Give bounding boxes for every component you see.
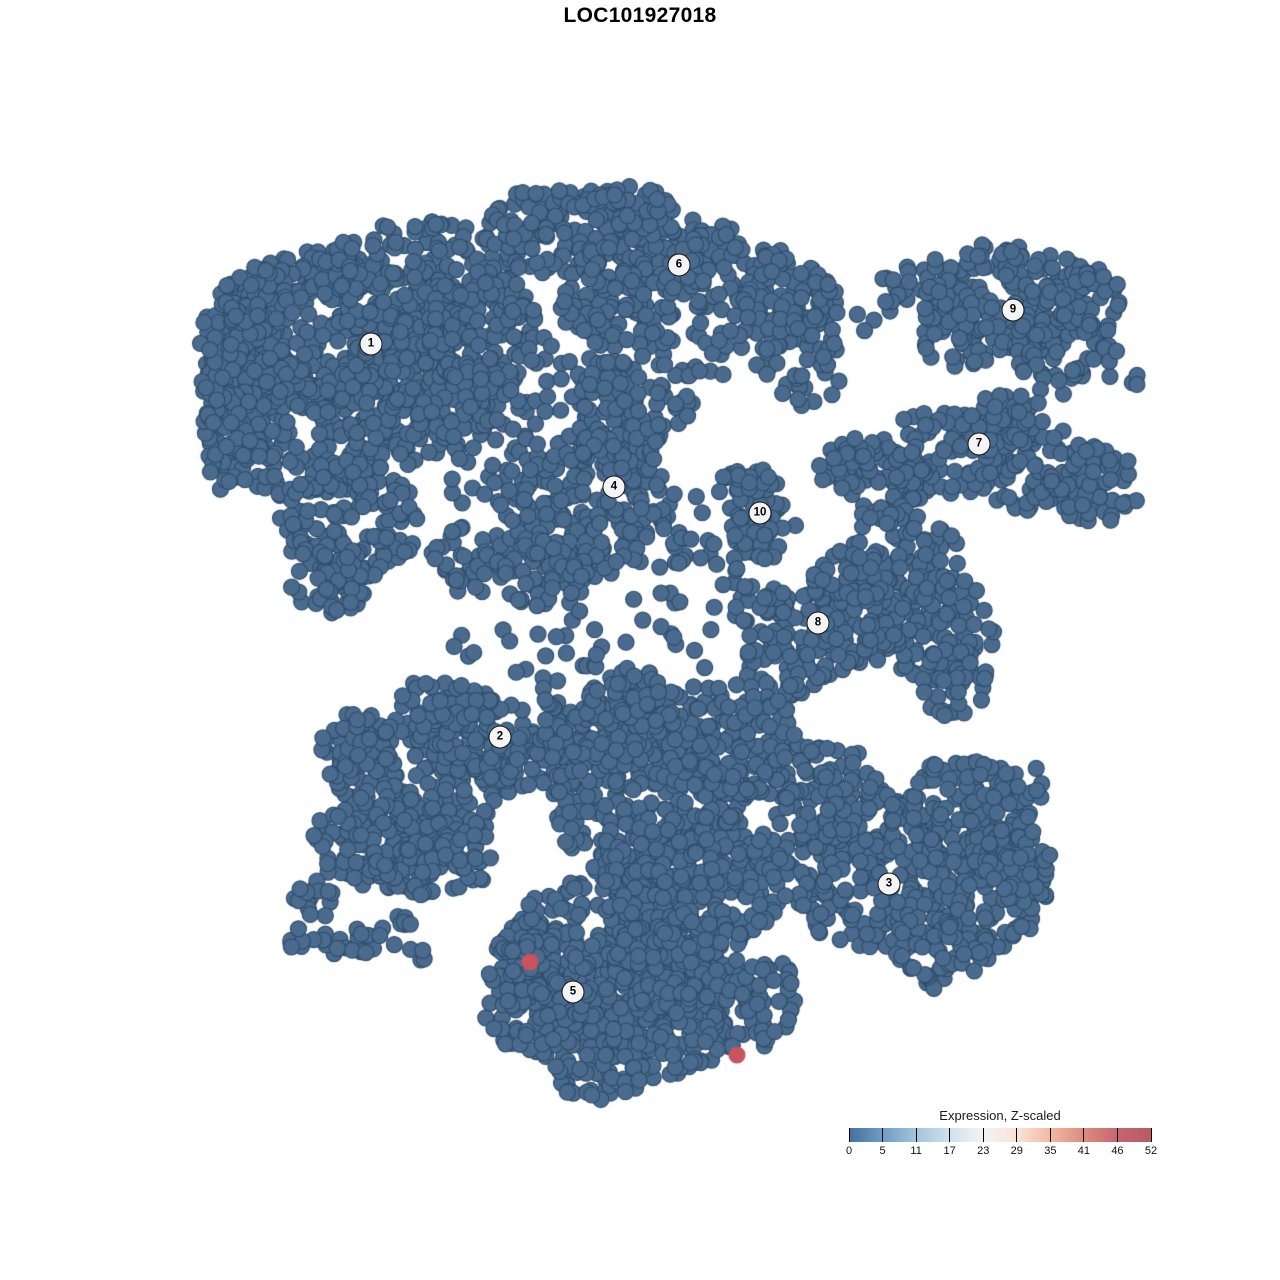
colorbar-tick-label: 35 [1044, 1145, 1057, 1157]
cluster-label-4: 4 [602, 475, 626, 499]
cluster-label-5: 5 [561, 980, 585, 1004]
colorbar-tick-mark [882, 1128, 884, 1142]
expression-colorbar-legend: Expression, Z-scaled 0 5 11 17 23 29 35 41 46 52 [845, 1108, 1157, 1158]
cluster-label-8: 8 [806, 611, 830, 635]
colorbar-tick-mark [982, 1128, 984, 1142]
colorbar-tick-label: 23 [977, 1145, 990, 1157]
colorbar-tick-label: 5 [879, 1145, 886, 1157]
cluster-label-9: 9 [1001, 298, 1025, 322]
colorbar-tick-mark [1150, 1128, 1152, 1142]
colorbar-tick-label: 41 [1077, 1145, 1090, 1157]
colorbar-tick-label: 29 [1010, 1145, 1023, 1157]
colorbar-tick-mark [949, 1128, 951, 1142]
colorbar-tick-mark [1083, 1128, 1085, 1142]
colorbar-tick-label: 17 [943, 1145, 956, 1157]
colorbar-tick-label: 52 [1144, 1145, 1158, 1157]
colorbar-tick-mark [1016, 1128, 1018, 1142]
colorbar-gradient [848, 1128, 1152, 1142]
colorbar-tick-label: 0 [845, 1145, 853, 1157]
legend-title: Expression, Z-scaled [939, 1108, 1061, 1123]
colorbar-tick-label: 11 [910, 1145, 922, 1157]
colorbar-tick-mark [915, 1128, 917, 1142]
colorbar-tick-row: 0 5 11 17 23 29 35 41 46 52 [845, 1145, 1157, 1158]
colorbar-tick-mark [848, 1128, 850, 1142]
colorbar-tick-label: 46 [1111, 1145, 1124, 1157]
cluster-label-3: 3 [877, 872, 901, 896]
colorbar-tick-mark [1049, 1128, 1051, 1142]
cluster-label-7: 7 [967, 432, 991, 456]
cluster-label-10: 10 [748, 501, 772, 525]
cluster-label-2: 2 [488, 725, 512, 749]
cluster-label-1: 1 [359, 332, 383, 356]
cluster-label-6: 6 [667, 253, 691, 277]
colorbar-tick-mark [1116, 1128, 1118, 1142]
